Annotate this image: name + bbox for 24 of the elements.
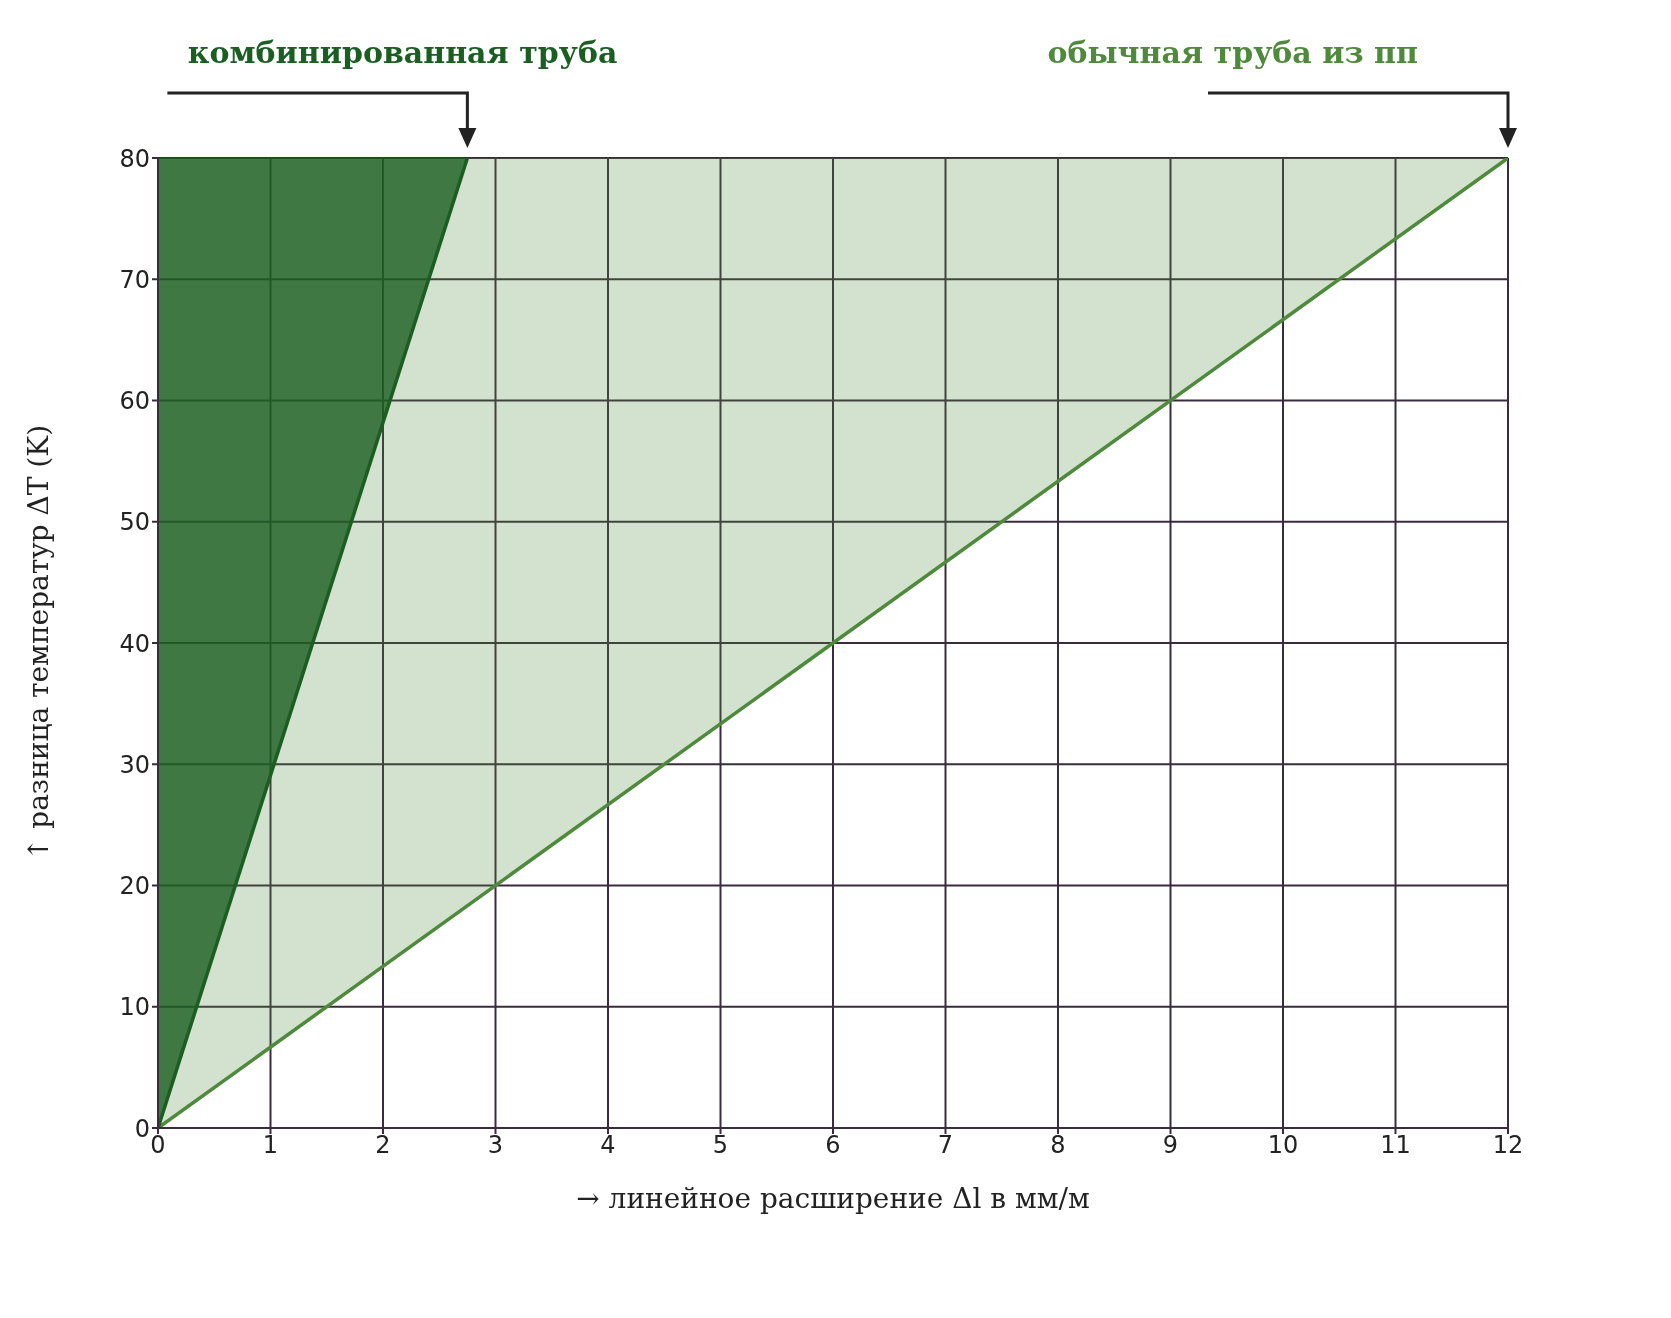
text: комбинированная труба — [187, 35, 618, 70]
x-tick-label: 3 — [487, 1131, 504, 1160]
x-tick-label: 7 — [937, 1131, 954, 1160]
y-tick-label: 80 — [119, 144, 150, 173]
y-tick-label: 30 — [119, 750, 150, 779]
x-axis-title: → линейное расширение Δl в мм/м — [576, 1182, 1090, 1215]
y-tick-label: 60 — [119, 387, 150, 416]
y-axis-title: ↑ разница температур ΔT (K) — [21, 424, 55, 862]
x-tick-label: 9 — [1162, 1131, 1179, 1160]
y-tick-label: 50 — [119, 508, 150, 537]
y-tick-label: 20 — [119, 872, 150, 901]
y-tick-label: 40 — [119, 629, 150, 658]
x-tick-label: 8 — [1050, 1131, 1066, 1160]
x-tick-label: 5 — [712, 1131, 729, 1160]
x-tick-label: 11 — [1380, 1131, 1411, 1160]
x-tick-label: 1 — [262, 1131, 279, 1160]
x-tick-label: 2 — [375, 1131, 391, 1160]
text: обычная труба из пп — [1047, 35, 1418, 70]
x-tick-label: 10 — [1267, 1131, 1299, 1160]
x-tick-label: 12 — [1492, 1131, 1524, 1160]
x-tick-label: 4 — [600, 1131, 616, 1160]
y-tick-label: 70 — [119, 265, 150, 294]
y-tick-label: 10 — [119, 993, 150, 1022]
x-tick-label: 6 — [825, 1131, 841, 1160]
